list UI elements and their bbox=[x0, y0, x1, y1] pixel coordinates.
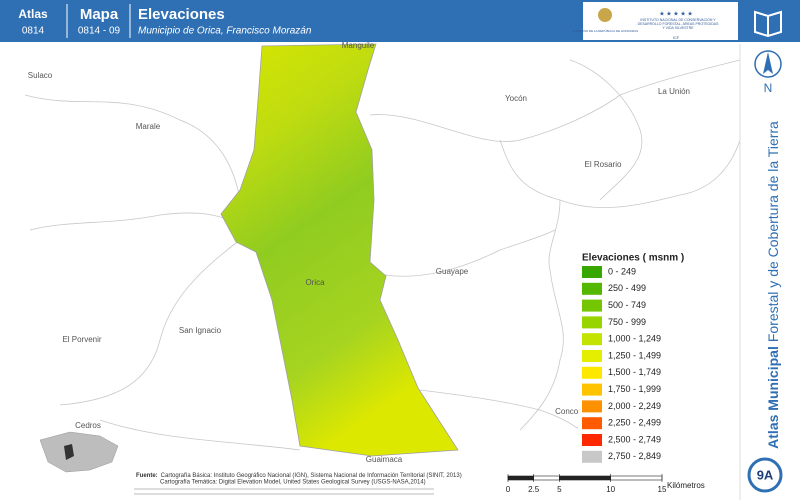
source-label: Fuente: bbox=[136, 473, 158, 479]
map-subtitle: Municipio de Orica, Francisco Morazán bbox=[138, 26, 312, 37]
place-label: Orica bbox=[305, 278, 325, 287]
scale-label: 2.5 bbox=[528, 485, 540, 494]
legend-label: 2,750 - 2,849 bbox=[608, 451, 661, 461]
atlas-label: Atlas bbox=[18, 7, 48, 21]
map-code: 0814 - 09 bbox=[78, 26, 121, 37]
legend-swatch bbox=[582, 333, 602, 346]
scale-label: 10 bbox=[606, 485, 615, 494]
legend-swatch bbox=[582, 383, 602, 396]
place-label: El Porvenir bbox=[62, 335, 101, 344]
legend: 0 - 249 250 - 499 500 - 749 750 - 999 1,000 … bbox=[582, 266, 661, 463]
place-label: Yocón bbox=[505, 94, 527, 103]
badge: 9A bbox=[757, 467, 774, 482]
series-rest: Forestal y de Cobertura de la Tierra bbox=[765, 121, 781, 342]
scale-segment bbox=[507, 475, 534, 481]
scale-label: 0 bbox=[506, 485, 511, 494]
logo-box bbox=[583, 2, 738, 40]
legend-swatch bbox=[582, 450, 602, 463]
logo-right: INSTITUTO NACIONAL DE CONSERVACIÓN Y DES… bbox=[637, 18, 719, 30]
north-label: N bbox=[764, 81, 773, 95]
legend-swatch bbox=[582, 366, 602, 379]
legend-swatch bbox=[582, 434, 602, 446]
logo-left: GOBIERNO DE LA REPÚBLICA DE HONDURAS bbox=[572, 28, 638, 33]
map-label: Mapa bbox=[80, 6, 119, 23]
legend-swatch bbox=[582, 299, 602, 312]
legend-label: 1,250 - 1,499 bbox=[608, 350, 661, 360]
atlas-code: 0814 bbox=[22, 26, 45, 37]
scale-segment bbox=[610, 475, 663, 481]
legend-label: 2,500 - 2,749 bbox=[608, 434, 661, 444]
scale-unit: Kilómetros bbox=[667, 481, 705, 490]
place-label: Cedros bbox=[75, 421, 101, 430]
legend-swatch bbox=[582, 316, 602, 329]
badge-ring bbox=[747, 457, 783, 493]
logo-stars: ★ ★ ★ ★ ★ bbox=[659, 11, 693, 18]
inset-department bbox=[64, 444, 74, 460]
place-label: Guayape bbox=[436, 267, 469, 276]
legend-swatch bbox=[582, 350, 602, 362]
legend-swatch bbox=[582, 282, 602, 295]
scale-segment bbox=[533, 475, 560, 481]
municipality-area bbox=[220, 43, 459, 457]
north-arrow bbox=[763, 52, 773, 74]
legend-label: 1,000 - 1,249 bbox=[608, 334, 661, 344]
legend-swatch bbox=[582, 417, 602, 430]
map-title: Elevaciones bbox=[138, 6, 225, 23]
boundaries bbox=[24, 59, 741, 451]
series-bold: Atlas Municipal bbox=[765, 346, 781, 449]
legend-label: 1,500 - 1,749 bbox=[608, 367, 661, 377]
place-label: Concor bbox=[555, 407, 581, 416]
source-line: Cartografía Básica: Instituto Geográfico… bbox=[161, 473, 462, 479]
place-label: Sulaco bbox=[28, 71, 53, 80]
scale-label: 5 bbox=[557, 485, 562, 494]
source-line: Cartografía Temática: Digital Elevation … bbox=[160, 480, 426, 486]
legend-swatch bbox=[582, 400, 602, 413]
legend-label: 0 - 249 bbox=[608, 266, 636, 276]
scale-label: 15 bbox=[658, 485, 667, 494]
legend-swatch bbox=[582, 266, 602, 278]
place-label: Marale bbox=[136, 122, 161, 131]
book-icon bbox=[754, 10, 782, 38]
note-text bbox=[134, 493, 434, 495]
place-label: Guaimaca bbox=[366, 455, 403, 464]
place-label: El Rosario bbox=[585, 160, 622, 169]
emblem bbox=[598, 8, 612, 22]
scale-bar: 0 2.5 5 10 15 bbox=[506, 474, 667, 494]
north-ring bbox=[754, 50, 782, 78]
scale-segment bbox=[559, 475, 611, 481]
legend-title: Elevaciones ( msnm ) bbox=[582, 253, 684, 264]
legend-label: 1,750 - 1,999 bbox=[608, 384, 661, 394]
logo-right-box: INSTITUTO NACIONAL DE CONSERVACIÓN Y DES… bbox=[637, 18, 719, 30]
legend-label: 2,000 - 2,249 bbox=[608, 401, 661, 411]
legend-label: 750 - 999 bbox=[608, 317, 646, 327]
legend-label: 2,250 - 2,499 bbox=[608, 418, 661, 428]
place-label: La Unión bbox=[658, 87, 690, 96]
legend-label: 250 - 499 bbox=[608, 283, 646, 293]
source: Fuente: Cartografía Básica: Instituto Geo… bbox=[136, 473, 462, 479]
logo-acronym: ICF bbox=[673, 35, 680, 40]
place-label: San Ignacio bbox=[179, 326, 222, 335]
series-title: Atlas Municipal Forestal y de Cobertura d… bbox=[765, 121, 781, 449]
inset-country bbox=[39, 431, 119, 473]
place-label: Manguile bbox=[342, 41, 375, 50]
legend-label: 500 - 749 bbox=[608, 300, 646, 310]
note-text bbox=[134, 488, 434, 490]
